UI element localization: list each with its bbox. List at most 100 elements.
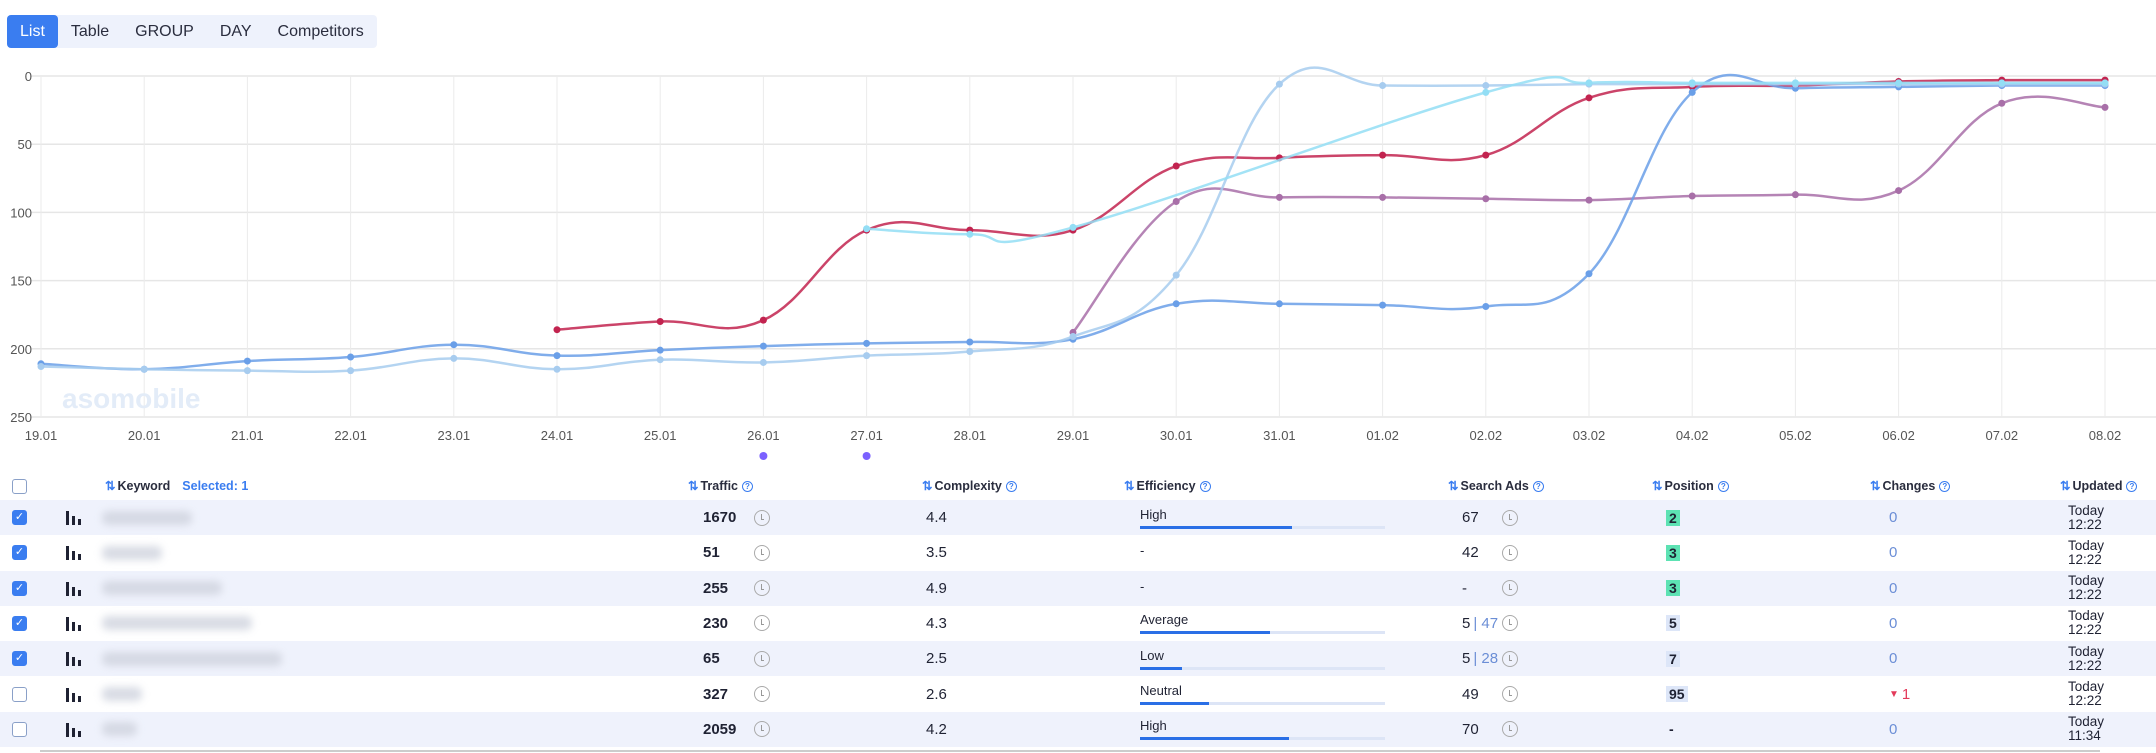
data-point[interactable] — [1482, 88, 1490, 96]
data-point[interactable] — [140, 365, 148, 373]
data-point[interactable] — [1998, 79, 2006, 87]
data-point[interactable] — [1998, 99, 2006, 107]
help-icon[interactable]: ? — [1532, 481, 1544, 492]
chart-toggle-icon[interactable] — [66, 722, 81, 737]
row-checkbox[interactable]: ✓ — [12, 545, 27, 561]
data-point[interactable] — [450, 354, 458, 362]
data-point[interactable] — [1791, 79, 1799, 87]
data-point[interactable] — [1069, 223, 1077, 231]
help-icon[interactable]: ? — [1199, 481, 1211, 492]
row-checkbox[interactable]: ✓ — [12, 580, 27, 596]
tab-day[interactable]: DAY — [219, 23, 252, 40]
data-point[interactable] — [37, 363, 45, 371]
tab-table[interactable]: Table — [70, 23, 110, 40]
data-point[interactable] — [1172, 162, 1180, 170]
data-point[interactable] — [1275, 193, 1283, 201]
data-point[interactable] — [1482, 195, 1490, 203]
help-icon[interactable]: ? — [1939, 481, 1951, 492]
data-point[interactable] — [1585, 79, 1593, 87]
help-icon[interactable]: ? — [1717, 481, 1729, 492]
history-icon[interactable] — [754, 721, 770, 738]
history-icon[interactable] — [754, 686, 770, 702]
history-icon[interactable] — [1502, 580, 1518, 597]
chart-toggle-icon[interactable] — [66, 581, 81, 596]
tab-list[interactable]: List — [7, 15, 58, 48]
row-checkbox[interactable] — [12, 686, 27, 702]
data-point[interactable] — [1172, 197, 1180, 205]
data-point[interactable] — [759, 316, 767, 324]
keyword-text-blurred[interactable] — [102, 545, 162, 560]
data-point[interactable] — [1172, 300, 1180, 308]
history-icon[interactable] — [1502, 721, 1518, 738]
data-point[interactable] — [1895, 187, 1903, 195]
data-point[interactable] — [347, 367, 355, 375]
history-icon[interactable] — [754, 615, 770, 632]
search-ads-header[interactable]: ⇅ Search Ads? — [1448, 478, 1544, 493]
data-point[interactable] — [1069, 333, 1077, 341]
data-point[interactable] — [1379, 301, 1387, 309]
keyword-text-blurred[interactable] — [102, 722, 137, 737]
chart-toggle-icon[interactable] — [66, 651, 81, 667]
help-icon[interactable]: ? — [1005, 481, 1017, 492]
data-point[interactable] — [1791, 191, 1799, 199]
history-icon[interactable] — [754, 544, 770, 561]
row-checkbox[interactable]: ✓ — [12, 651, 27, 667]
select-all-checkbox[interactable] — [12, 479, 27, 494]
chart-toggle-icon[interactable] — [66, 616, 81, 631]
keyword-text-blurred[interactable] — [102, 581, 222, 596]
history-icon[interactable] — [754, 580, 770, 597]
chart-toggle-icon[interactable] — [66, 687, 81, 702]
history-icon[interactable] — [754, 509, 770, 526]
data-point[interactable] — [863, 352, 871, 360]
data-point[interactable] — [966, 348, 974, 356]
changes-header[interactable]: ⇅ Changes? — [1870, 478, 1951, 493]
data-point[interactable] — [966, 230, 974, 238]
history-icon[interactable] — [1502, 509, 1518, 526]
data-point[interactable] — [656, 356, 664, 364]
data-point[interactable] — [2101, 79, 2109, 87]
data-point[interactable] — [1482, 151, 1490, 159]
updated-header[interactable]: ⇅ Updated? — [2060, 478, 2138, 493]
data-point[interactable] — [759, 342, 767, 350]
complexity-header[interactable]: ⇅ Complexity? — [922, 478, 1017, 493]
data-point[interactable] — [656, 346, 664, 354]
data-point[interactable] — [1585, 270, 1593, 278]
data-point[interactable] — [1379, 151, 1387, 159]
history-icon[interactable] — [1502, 544, 1518, 561]
data-point[interactable] — [553, 365, 561, 373]
data-point[interactable] — [1275, 300, 1283, 308]
row-checkbox[interactable]: ✓ — [12, 510, 27, 525]
keyword-text-blurred[interactable] — [102, 687, 142, 701]
history-icon[interactable] — [1502, 650, 1518, 667]
chart-toggle-icon[interactable] — [66, 510, 81, 525]
data-point[interactable] — [1172, 271, 1180, 279]
efficiency-header[interactable]: ⇅ Efficiency? — [1124, 478, 1211, 493]
data-point[interactable] — [1895, 79, 1903, 87]
keyword-text-blurred[interactable] — [102, 510, 192, 525]
data-point[interactable] — [1379, 82, 1387, 90]
data-point[interactable] — [863, 225, 871, 233]
data-point[interactable] — [347, 353, 355, 361]
data-point[interactable] — [1688, 88, 1696, 96]
data-point[interactable] — [553, 326, 561, 334]
tab-group[interactable]: GROUP — [135, 23, 194, 40]
keyword-header[interactable]: ⇅ Keyword Selected: 1 — [105, 479, 249, 493]
data-point[interactable] — [243, 357, 251, 365]
data-point[interactable] — [1688, 79, 1696, 87]
event-marker[interactable] — [862, 452, 871, 460]
keyword-text-blurred[interactable] — [102, 616, 252, 631]
position-header[interactable]: ⇅ Position? — [1652, 478, 1729, 493]
data-point[interactable] — [1585, 196, 1593, 204]
row-checkbox[interactable]: ✓ — [12, 615, 27, 631]
data-point[interactable] — [243, 367, 251, 375]
data-point[interactable] — [966, 338, 974, 346]
data-point[interactable] — [1585, 94, 1593, 102]
history-icon[interactable] — [1502, 615, 1518, 632]
tab-competitors[interactable]: Competitors — [277, 23, 364, 40]
event-marker[interactable] — [759, 452, 768, 460]
data-point[interactable] — [1379, 193, 1387, 201]
data-point[interactable] — [450, 341, 458, 349]
history-icon[interactable] — [1502, 686, 1518, 702]
help-icon[interactable]: ? — [2126, 481, 2138, 492]
data-point[interactable] — [1688, 192, 1696, 200]
